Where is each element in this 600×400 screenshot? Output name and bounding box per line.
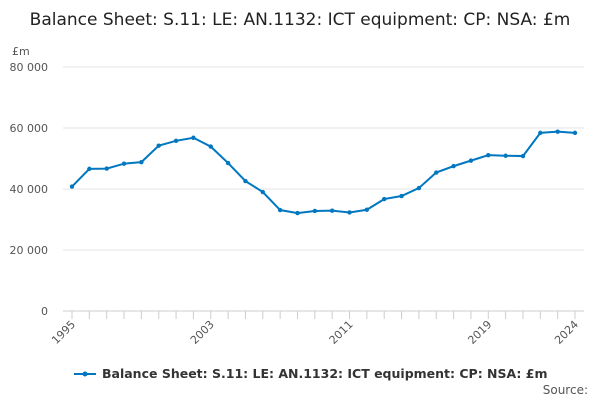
data-point: [382, 196, 387, 202]
y-tick-label: 20 000: [10, 244, 49, 257]
legend[interactable]: Balance Sheet: S.11: LE: AN.1132: ICT eq…: [74, 366, 548, 381]
data-point: [156, 143, 161, 148]
data-point: [69, 184, 75, 189]
series-line: [71, 130, 576, 215]
data-point: [121, 161, 127, 166]
data-point: [451, 163, 456, 169]
data-point: [208, 144, 213, 149]
y-tick-label: 80 000: [10, 61, 49, 74]
data-point: [173, 138, 179, 144]
data-point: [468, 158, 474, 163]
data-point: [399, 193, 404, 199]
data-point: [347, 210, 352, 215]
x-tick-label: 2011: [327, 318, 356, 347]
source-label: Source:: [542, 383, 588, 397]
data-point: [295, 210, 300, 216]
data-point: [329, 208, 335, 213]
data-point: [87, 166, 92, 172]
chart-title: Balance Sheet: S.11: LE: AN.1132: ICT eq…: [29, 10, 571, 30]
data-point: [572, 130, 578, 136]
data-point: [243, 178, 248, 184]
data-point: [312, 208, 318, 214]
data-point: [277, 207, 283, 213]
x-tick-label: 2019: [465, 318, 494, 347]
y-axis-label: £m: [12, 45, 30, 58]
data-point: [486, 152, 491, 158]
data-point: [225, 160, 231, 166]
data-point: [260, 189, 265, 195]
y-tick-label: 0: [41, 305, 48, 318]
data-point: [555, 129, 560, 134]
data-point: [520, 153, 526, 159]
data-point: [538, 130, 543, 136]
data-point: [364, 207, 370, 212]
data-point: [104, 166, 109, 171]
y-tick-label: 60 000: [10, 122, 49, 135]
data-point: [191, 135, 196, 140]
x-tick-label: 1995: [49, 318, 78, 347]
data-point: [503, 153, 508, 158]
data-point: [434, 170, 439, 175]
data-point: [139, 159, 144, 165]
x-tick-label: 2024: [552, 318, 581, 347]
legend-label: Balance Sheet: S.11: LE: AN.1132: ICT eq…: [102, 366, 548, 381]
data-point: [416, 185, 422, 191]
legend-line-icon: [74, 371, 96, 376]
x-tick-label: 2003: [188, 318, 217, 347]
y-tick-label: 40 000: [10, 183, 49, 196]
